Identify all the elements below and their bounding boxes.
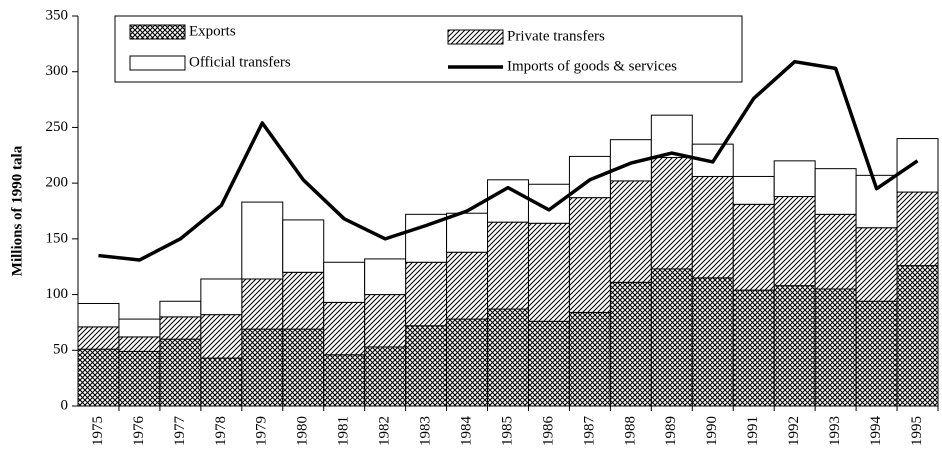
bar-segment (446, 318, 489, 407)
bar-segment (446, 212, 489, 253)
bar-segment (159, 300, 202, 318)
bar-segment (282, 328, 325, 407)
x-tick-label: 1989 (663, 416, 679, 446)
bar-segment (77, 326, 120, 350)
x-tick-label: 1990 (704, 416, 720, 446)
x-tick-label: 1975 (90, 416, 106, 446)
y-tick-label: 200 (46, 175, 69, 191)
bar-segment (159, 316, 202, 340)
bar-segment (814, 168, 857, 215)
y-tick-label: 350 (46, 7, 69, 23)
x-tick-label: 1993 (827, 416, 843, 446)
y-tick-label: 100 (46, 286, 69, 302)
y-tick-label: 300 (46, 63, 69, 79)
x-tick-label: 1981 (336, 416, 352, 446)
bar-segment (732, 175, 775, 205)
bar-segment (650, 114, 693, 159)
bar-segment (568, 197, 611, 313)
bar-segment (487, 221, 529, 310)
bar-segment (200, 278, 243, 316)
bar-segment (732, 203, 775, 291)
bar-segment (814, 288, 857, 407)
bar-segment (896, 138, 939, 193)
x-tick-label: 1979 (254, 416, 270, 446)
bar-segment (527, 320, 570, 407)
bar-segment (773, 160, 816, 198)
y-tick-label: 50 (53, 342, 68, 358)
bar-segment (650, 268, 693, 407)
bar-segment (855, 227, 898, 302)
x-tick-label: 1980 (295, 416, 311, 446)
bar-segment (241, 278, 284, 330)
bar-segment (405, 325, 448, 407)
x-tick-label: 1987 (581, 416, 597, 447)
bar-segment (323, 301, 366, 356)
y-axis-title: Millions of 1990 tala (9, 145, 25, 276)
x-tick-label: 1991 (745, 416, 761, 446)
bar-segment (323, 261, 366, 303)
bar-segment (650, 157, 693, 270)
bar-segment (118, 350, 161, 407)
bar-segment (732, 289, 775, 407)
bar-segment (773, 196, 816, 287)
x-tick-label: 1982 (377, 416, 393, 446)
bar-segment (118, 318, 161, 338)
legend-swatch (447, 29, 504, 45)
y-tick-label: 0 (61, 397, 69, 413)
bar-segment (118, 336, 161, 352)
x-tick-label: 1985 (499, 416, 515, 446)
x-tick-label: 1994 (868, 416, 884, 447)
x-tick-label: 1983 (418, 416, 434, 446)
bar-segment (77, 348, 120, 407)
x-tick-label: 1988 (622, 416, 638, 446)
bar-segment (77, 302, 120, 328)
y-tick-label: 250 (46, 119, 69, 135)
line (98, 59, 919, 262)
legend-label: Official transfers (189, 54, 291, 70)
bar-segment (568, 311, 611, 407)
bar-segment (282, 271, 325, 330)
bar-segment (241, 328, 284, 407)
bar-segment (896, 191, 939, 267)
bar-segment (241, 201, 284, 280)
bar-segment (527, 222, 570, 322)
bar-segment (691, 175, 734, 279)
bar-segment (773, 285, 816, 407)
bar-segment (364, 294, 407, 348)
bar-segment (609, 281, 652, 407)
x-tick-label: 1977 (172, 416, 188, 447)
x-tick-label: 1984 (458, 416, 474, 447)
bar-segment (609, 180, 652, 283)
bar-segment (896, 265, 939, 407)
bar-segment (855, 174, 898, 229)
bar-segment (446, 251, 489, 320)
legend-label: Private transfers (507, 28, 605, 44)
bar-segment (855, 300, 898, 407)
x-tick-label: 1995 (909, 416, 925, 446)
bar-segment (405, 261, 448, 327)
bar-segment (323, 354, 366, 407)
bar-segment (487, 308, 529, 407)
legend-label: Exports (189, 23, 236, 39)
legend-swatch (129, 55, 186, 71)
bar-segment (200, 314, 243, 359)
bar-segment (282, 219, 325, 273)
x-tick-label: 1978 (213, 416, 229, 446)
legend-box (114, 15, 743, 83)
bar-segment (364, 346, 407, 407)
bar-segment (159, 338, 202, 407)
legend: Exports Private transfers Official transfe… (114, 15, 743, 83)
bar-segment (200, 357, 243, 407)
x-tick-label: 1986 (540, 416, 556, 447)
legend-swatch (129, 24, 186, 40)
bar-segment (364, 258, 407, 296)
bar-segment (814, 213, 857, 290)
x-tick-label: 1992 (786, 416, 802, 446)
legend-label: Imports of goods & services (507, 58, 677, 74)
x-tick-label: 1976 (131, 416, 147, 447)
y-tick-label: 150 (46, 230, 69, 246)
bar-segment (691, 277, 734, 407)
